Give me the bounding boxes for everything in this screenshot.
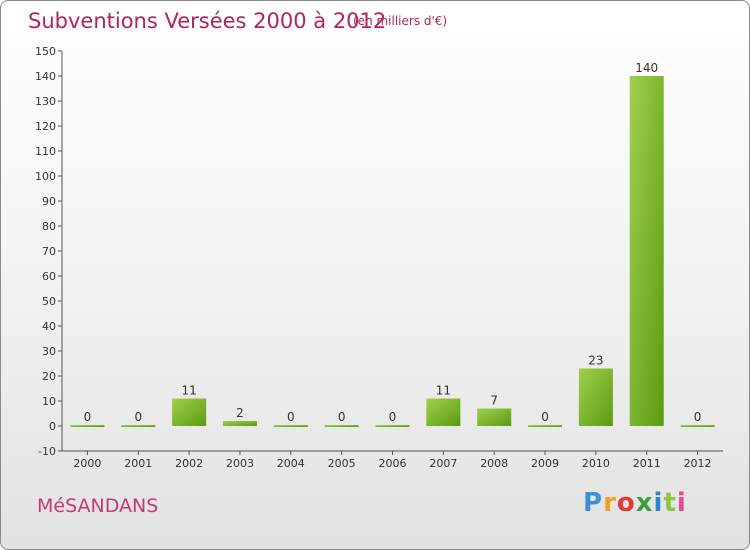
x-tick-label: 2011 xyxy=(633,457,661,470)
data-label: 0 xyxy=(134,410,142,424)
y-tick-label: 20 xyxy=(42,370,56,383)
x-tick-label: 2006 xyxy=(379,457,407,470)
y-tick-label: 130 xyxy=(35,95,56,108)
x-tick-label: 2005 xyxy=(328,457,356,470)
bar xyxy=(477,408,512,426)
x-tick-label: 2012 xyxy=(684,457,712,470)
chart-bars xyxy=(70,76,715,427)
logo-letter: i xyxy=(653,488,664,518)
x-tick-label: 2003 xyxy=(226,457,254,470)
bar xyxy=(578,368,613,426)
bar xyxy=(172,398,207,426)
logo-letter: r xyxy=(603,488,617,518)
logo-letter: o xyxy=(616,488,636,518)
y-tick-label: 60 xyxy=(42,270,56,283)
x-tick-label: 2010 xyxy=(582,457,610,470)
data-label: 23 xyxy=(588,354,603,368)
data-label: 11 xyxy=(436,384,451,398)
y-tick-label: 10 xyxy=(42,395,56,408)
y-tick-label: 30 xyxy=(42,345,56,358)
bar xyxy=(222,421,257,426)
bar xyxy=(70,425,105,427)
data-label: 0 xyxy=(84,410,92,424)
chart-subtitle: (en milliers d'€) xyxy=(353,14,448,28)
data-label: 0 xyxy=(694,410,702,424)
y-tick-label: 80 xyxy=(42,220,56,233)
bar xyxy=(324,425,359,427)
y-tick-label: 110 xyxy=(35,145,56,158)
data-label: 2 xyxy=(236,406,244,420)
x-tick-label: 2009 xyxy=(531,457,559,470)
data-label: 11 xyxy=(181,384,196,398)
logo-letter: x xyxy=(635,488,654,518)
y-tick-label: 140 xyxy=(35,70,56,83)
bar xyxy=(375,425,410,427)
logo-letter: P xyxy=(583,488,604,518)
x-tick-label: 2002 xyxy=(175,457,203,470)
chart-title: Subventions Versées 2000 à 2012 xyxy=(28,9,387,33)
y-tick-label: 70 xyxy=(42,245,56,258)
x-tick-label: 2000 xyxy=(73,457,101,470)
y-tick-label: 40 xyxy=(42,320,56,333)
bar xyxy=(629,76,664,426)
bar xyxy=(121,425,156,427)
data-label: 0 xyxy=(287,410,295,424)
bar xyxy=(680,425,715,427)
data-label: 140 xyxy=(635,61,658,75)
y-tick-label: 120 xyxy=(35,120,56,133)
y-tick-label: -10 xyxy=(38,445,56,458)
x-tick-label: 2008 xyxy=(480,457,508,470)
data-label: 0 xyxy=(338,410,346,424)
y-tick-label: 50 xyxy=(42,295,56,308)
x-tick-label: 2001 xyxy=(124,457,152,470)
proxiti-logo: Proxiti xyxy=(583,488,687,518)
y-tick-label: 90 xyxy=(42,195,56,208)
bar xyxy=(426,398,461,426)
y-tick-label: 100 xyxy=(35,170,56,183)
chart-labels: 0 2000 0 2001 11 2002 2 2003 0 2004 0 2005 0 2006 11 20… xyxy=(73,61,711,470)
data-label: 7 xyxy=(490,394,498,408)
bar xyxy=(528,425,563,427)
logo-letter: t xyxy=(663,488,677,518)
data-label: 0 xyxy=(389,410,397,424)
commune-name: MéSANDANS xyxy=(37,495,159,517)
x-tick-label: 2004 xyxy=(277,457,305,470)
y-tick-label: 0 xyxy=(49,420,56,433)
logo-letter: i xyxy=(676,488,687,518)
x-tick-label: 2007 xyxy=(429,457,457,470)
y-tick-label: 150 xyxy=(35,45,56,58)
bar xyxy=(273,425,308,427)
data-label: 0 xyxy=(541,410,549,424)
